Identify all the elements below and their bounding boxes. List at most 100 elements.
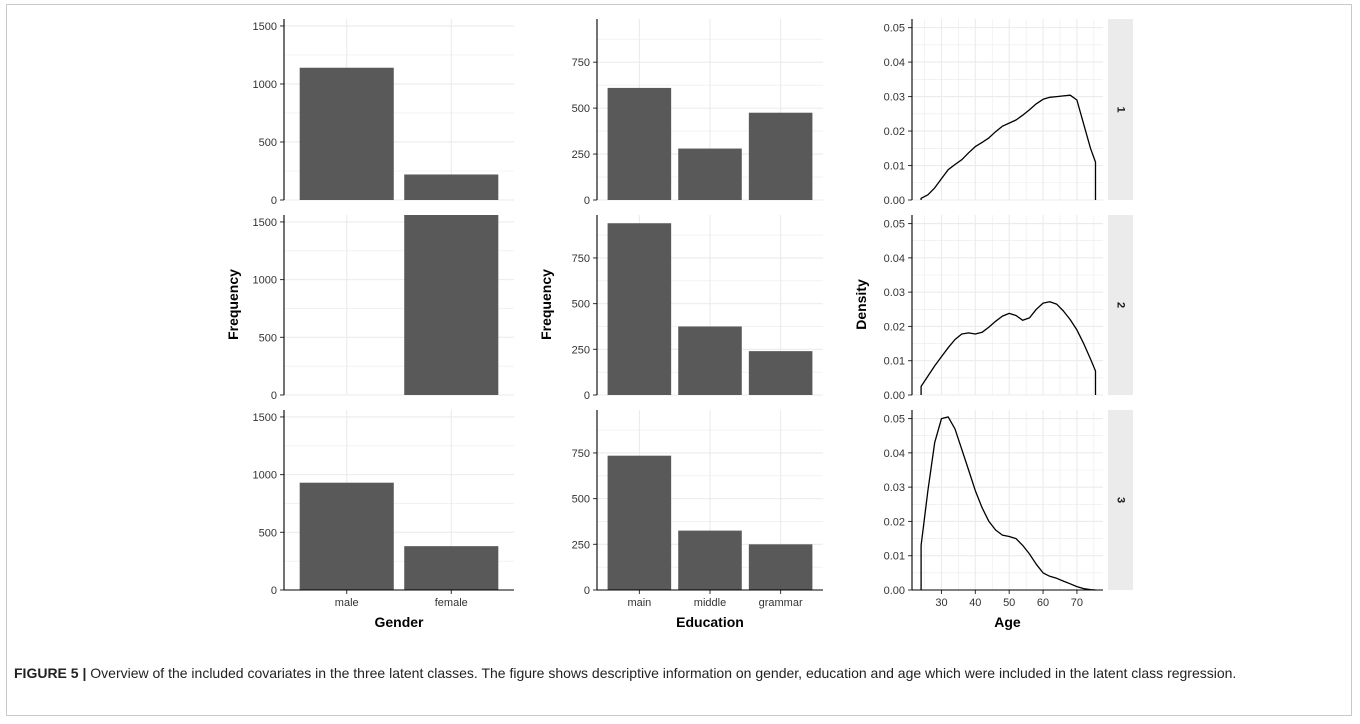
panel-3-2: 0.00 0.01 0.02 0.03 0.04 0.05 <box>884 215 1103 402</box>
bar-male <box>299 482 394 590</box>
chart-column-2: 0 250 500 750 0 250 500 750 0 250 500 750 main middle… <box>538 19 823 630</box>
x-tick-label: 30 <box>935 597 947 609</box>
density-curve <box>920 416 1096 591</box>
panel-1-1: 0 500 1000 1500 <box>253 19 514 207</box>
bar-male <box>299 67 394 200</box>
x-axis-title: Education <box>676 614 744 630</box>
y-tick-label: 1000 <box>253 470 277 482</box>
bar-grammar <box>748 112 813 200</box>
y-tick-label: 0.02 <box>884 321 905 333</box>
bar-middle <box>678 530 742 590</box>
panel-1-3: 0 500 1000 1500 male female <box>253 410 514 609</box>
figure-frame <box>6 4 1352 716</box>
chart-column-1: 0 500 1000 1500 0 500 1000 1500 0 500 1000 1500 male… <box>225 19 514 630</box>
bar-main <box>607 87 672 200</box>
y-tick-label: 500 <box>259 332 277 344</box>
facet-strip-bg <box>1108 215 1133 395</box>
facet-label: 3 <box>1115 497 1127 503</box>
bar-female <box>404 174 499 200</box>
figure-caption: FIGURE 5 | Overview of the included cova… <box>14 663 1344 684</box>
facet-strip-bg <box>1108 410 1133 590</box>
facet-strip-2: 2 <box>1108 215 1133 395</box>
facet-label: 2 <box>1115 302 1127 308</box>
y-tick-label: 0.04 <box>884 57 905 69</box>
facet-strip-3: 3 <box>1108 410 1133 590</box>
y-tick-label: 0.02 <box>884 126 905 138</box>
y-tick-label: 1000 <box>253 275 277 287</box>
caption-text: Overview of the included covariates in t… <box>86 665 1237 681</box>
y-tick-label: 0 <box>584 390 590 402</box>
facet-strip-1: 1 <box>1108 19 1133 200</box>
y-tick-label: 750 <box>572 57 590 69</box>
panel-2-3: 0 250 500 750 main middle grammar <box>572 410 823 609</box>
chart-column-3: 0.000.010.020.030.040.0510.000.010.020.0… <box>853 19 1133 630</box>
y-tick-label: 250 <box>572 149 590 161</box>
y-tick-label: 0.01 <box>884 161 905 173</box>
y-tick-label: 0.03 <box>884 287 905 299</box>
y-tick-label: 250 <box>572 539 590 551</box>
x-tick-label: main <box>627 597 651 609</box>
y-tick-label: 0 <box>584 195 590 207</box>
bar-female <box>404 215 499 395</box>
y-tick-label: 0.05 <box>884 414 905 426</box>
y-axis-title: Density <box>853 279 869 330</box>
bar-middle <box>678 148 742 200</box>
x-tick-label: grammar <box>759 597 803 609</box>
y-tick-label: 500 <box>259 137 277 149</box>
x-tick-label: 50 <box>1003 597 1015 609</box>
y-tick-label: 0.02 <box>884 516 905 528</box>
x-tick-label: middle <box>694 597 726 609</box>
x-tick-label: 40 <box>969 597 981 609</box>
y-tick-label: 1000 <box>253 79 277 91</box>
x-axis-title: Age <box>994 614 1021 630</box>
panel-3-3: 0.00 0.01 0.02 0.03 0.04 0.05 30 40 50 60 70 <box>884 410 1103 609</box>
y-tick-label: 1500 <box>253 21 277 33</box>
y-tick-label: 500 <box>259 527 277 539</box>
y-tick-label: 0.05 <box>884 23 905 35</box>
y-tick-label: 0.00 <box>884 390 905 402</box>
bar-main <box>607 455 672 590</box>
y-tick-label: 0.00 <box>884 585 905 597</box>
y-tick-label: 750 <box>572 448 590 460</box>
y-tick-label: 750 <box>572 253 590 265</box>
caption-label: FIGURE 5 | <box>14 665 87 681</box>
y-axis-title: Frequency <box>225 269 241 340</box>
bar-middle <box>678 326 742 395</box>
y-tick-label: 0.01 <box>884 551 905 563</box>
x-axis-title: Gender <box>374 614 424 630</box>
facet-strip-bg <box>1108 19 1133 200</box>
panel-3-1: 0.00 0.01 0.02 0.03 0.04 0.05 <box>884 19 1103 207</box>
y-tick-label: 1500 <box>253 412 277 424</box>
y-tick-label: 0.00 <box>884 195 905 207</box>
bar-grammar <box>748 351 813 395</box>
y-tick-label: 500 <box>572 103 590 115</box>
figure-chart: 050010001500050010001500050010001500male… <box>225 19 1133 630</box>
y-tick-label: 0.03 <box>884 482 905 494</box>
y-tick-label: 500 <box>572 299 590 311</box>
y-axis-title: Frequency <box>538 269 554 340</box>
bar-main <box>607 223 672 395</box>
y-tick-label: 0.01 <box>884 356 905 368</box>
y-tick-label: 0 <box>271 390 277 402</box>
density-curve <box>920 301 1097 395</box>
y-tick-label: 0.03 <box>884 92 905 104</box>
y-tick-label: 0 <box>584 585 590 597</box>
y-tick-label: 1500 <box>253 217 277 229</box>
x-tick-label: male <box>335 597 359 609</box>
x-tick-label: 70 <box>1071 597 1083 609</box>
bar-grammar <box>748 544 813 590</box>
density-curve <box>920 94 1097 200</box>
x-tick-label: female <box>435 597 468 609</box>
panel-2-2: 0 250 500 750 <box>572 215 823 402</box>
y-tick-label: 500 <box>572 494 590 506</box>
y-tick-label: 0 <box>271 585 277 597</box>
x-tick-label: 60 <box>1037 597 1049 609</box>
y-tick-label: 0.04 <box>884 448 905 460</box>
panel-2-1: 0 250 500 750 <box>572 19 823 207</box>
y-tick-label: 250 <box>572 344 590 356</box>
y-tick-label: 0 <box>271 195 277 207</box>
bar-female <box>404 546 499 590</box>
facet-label: 1 <box>1115 106 1127 112</box>
panel-1-2: 0 500 1000 1500 <box>253 215 514 402</box>
y-tick-label: 0.04 <box>884 253 905 265</box>
